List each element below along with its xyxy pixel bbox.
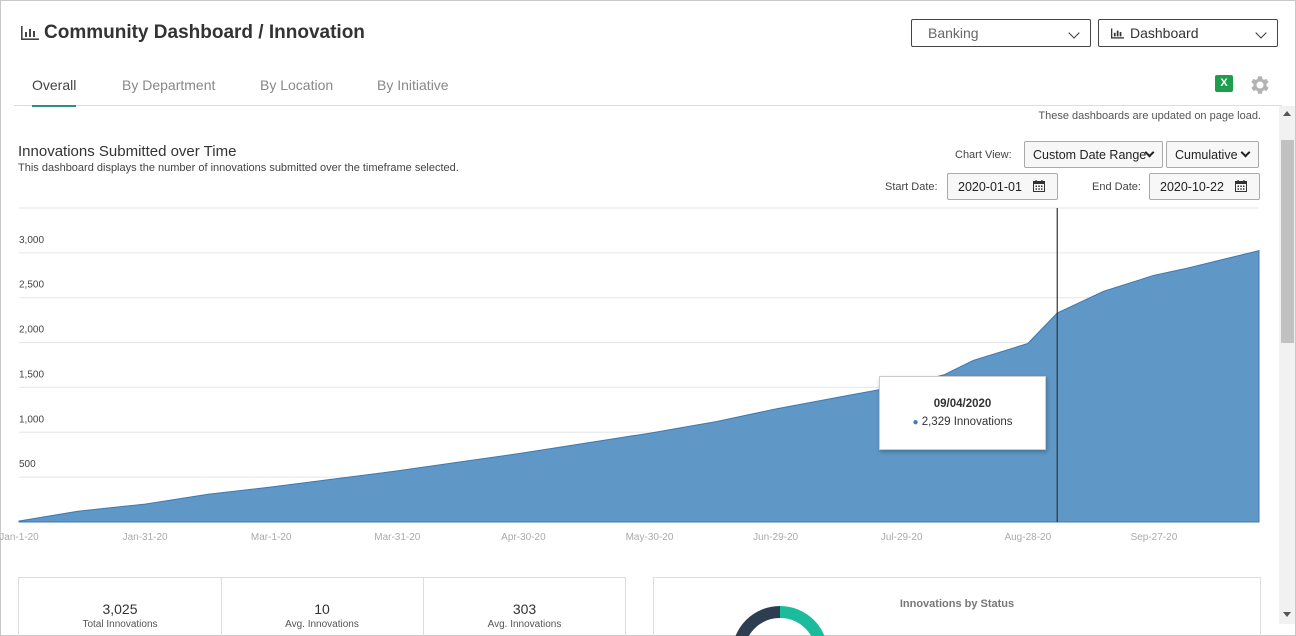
y-tick-label: 1,500 (19, 369, 44, 380)
stat-avg-1: 10 Avg. Innovations (221, 578, 424, 636)
view-select[interactable]: Dashboard (1098, 19, 1278, 47)
x-tick-label: May-30-20 (626, 532, 674, 543)
end-date-value: 2020-10-22 (1160, 180, 1224, 194)
area-series (18, 249, 1260, 523)
x-tick-label: Jan-1-20 (0, 532, 39, 543)
data-point (268, 484, 274, 490)
status-chart-title: Innovations by Status (899, 598, 1015, 610)
bar-chart-icon (21, 26, 39, 40)
tab-by-initiative[interactable]: By Initiative (377, 77, 449, 93)
x-tick-label: Jul-29-20 (881, 532, 923, 543)
tooltip-date: 09/04/2020 (933, 398, 992, 410)
stat-label: Avg. Innovations (487, 619, 562, 630)
y-tick-label: 2,500 (19, 280, 44, 291)
x-tick-label: Jun-29-20 (753, 532, 798, 543)
data-point (75, 508, 81, 514)
chart-title: Innovations Submitted over Time (18, 143, 237, 160)
y-tick-label: 3,500 (19, 200, 44, 201)
x-tick-label: Aug-28-20 (1004, 532, 1051, 543)
chart-view-select-value: Custom Date Range (1033, 148, 1147, 162)
scroll-up-arrow-icon[interactable] (1283, 111, 1291, 116)
data-point (840, 393, 846, 399)
data-point (394, 468, 400, 474)
data-point (714, 419, 720, 425)
chevron-down-icon (1240, 147, 1251, 158)
series-dot-icon: ● (912, 417, 919, 428)
data-point (16, 518, 22, 524)
data-point (1256, 248, 1262, 254)
data-point (1025, 341, 1031, 347)
stats-panel: 3,025 Total Innovations 10 Avg. Innovati… (18, 577, 626, 636)
chart-view-label: Chart View: (955, 149, 1012, 161)
calendar-icon[interactable] (1033, 180, 1045, 192)
stat-value: 3,025 (102, 601, 138, 617)
innovations-area-chart[interactable]: 500 1,000 1,500 2,000 2,500 3,000 3,500 Jan-1-2… (0, 200, 1280, 550)
data-point (1151, 272, 1157, 278)
stat-value: 303 (512, 601, 537, 617)
start-date-input[interactable]: 2020-01-01 (947, 173, 1058, 200)
tooltip-value: 2,329 Innovations (921, 416, 1013, 428)
x-tick-label: Mar-31-20 (374, 532, 421, 543)
scrollbar-thumb[interactable] (1281, 140, 1294, 343)
status-panel: Innovations by Status (653, 577, 1261, 636)
stat-label: Total Innovations (82, 619, 158, 630)
donut-segment-dark (735, 606, 781, 636)
data-point (647, 430, 653, 436)
gear-icon[interactable] (1247, 73, 1271, 97)
stat-avg-2: 303 Avg. Innovations (423, 578, 626, 636)
excel-icon[interactable]: X (1215, 75, 1233, 92)
mode-select-value: Cumulative (1175, 148, 1238, 162)
data-point (142, 501, 148, 507)
y-tick-label: 500 (19, 459, 36, 470)
page-title: Community Dashboard / Innovation (44, 22, 365, 43)
end-date-label: End Date: (1092, 181, 1141, 193)
x-tick-label: Jan-31-20 (123, 532, 168, 543)
stat-total: 3,025 Total Innovations (19, 578, 222, 636)
chart-view-select[interactable]: Custom Date Range (1024, 141, 1163, 168)
tab-bar: Overall By Department By Location By Ini… (14, 70, 1282, 107)
data-point (205, 491, 211, 497)
y-tick-label: 1,000 (19, 414, 44, 425)
y-tick-label: 2,000 (19, 325, 44, 336)
scroll-down-arrow-icon[interactable] (1283, 612, 1291, 617)
data-point (1185, 265, 1191, 271)
x-tick-label: Mar-1-20 (251, 532, 292, 543)
update-note: These dashboards are updated on page loa… (1038, 110, 1261, 122)
data-point (520, 450, 526, 456)
start-date-value: 2020-01-01 (958, 180, 1022, 194)
data-point (773, 406, 779, 412)
stat-label: Avg. Innovations (285, 619, 359, 630)
stat-value: 10 (314, 601, 330, 617)
tab-by-department[interactable]: By Department (122, 77, 216, 93)
x-tick-label: Sep-27-20 (1131, 532, 1178, 543)
data-point (457, 459, 463, 465)
chevron-down-icon (1255, 27, 1267, 39)
end-date-input[interactable]: 2020-10-22 (1149, 173, 1260, 200)
view-select-value: Dashboard (1130, 25, 1199, 41)
donut-segment-teal (779, 606, 825, 636)
chart-tooltip: 09/04/2020 ● 2,329 Innovations (879, 376, 1046, 450)
community-select-value: Banking (928, 25, 979, 41)
tooltip-value-row: ● 2,329 Innovations (880, 416, 1045, 428)
x-tick-label: Apr-30-20 (501, 532, 546, 543)
y-tick-label: 3,000 (19, 235, 44, 246)
tab-overall[interactable]: Overall (32, 77, 77, 107)
bar-chart-icon (1111, 28, 1124, 39)
community-select[interactable]: Banking (911, 19, 1091, 47)
mode-select[interactable]: Cumulative (1166, 141, 1259, 168)
tab-by-location[interactable]: By Location (260, 77, 334, 93)
chart-description: This dashboard displays the number of in… (18, 162, 459, 174)
calendar-icon[interactable] (1235, 180, 1247, 192)
data-point (970, 358, 976, 364)
chevron-down-icon (1068, 27, 1080, 39)
status-donut-chart[interactable] (726, 600, 834, 636)
data-point (1101, 288, 1107, 294)
start-date-label: Start Date: (885, 181, 938, 193)
